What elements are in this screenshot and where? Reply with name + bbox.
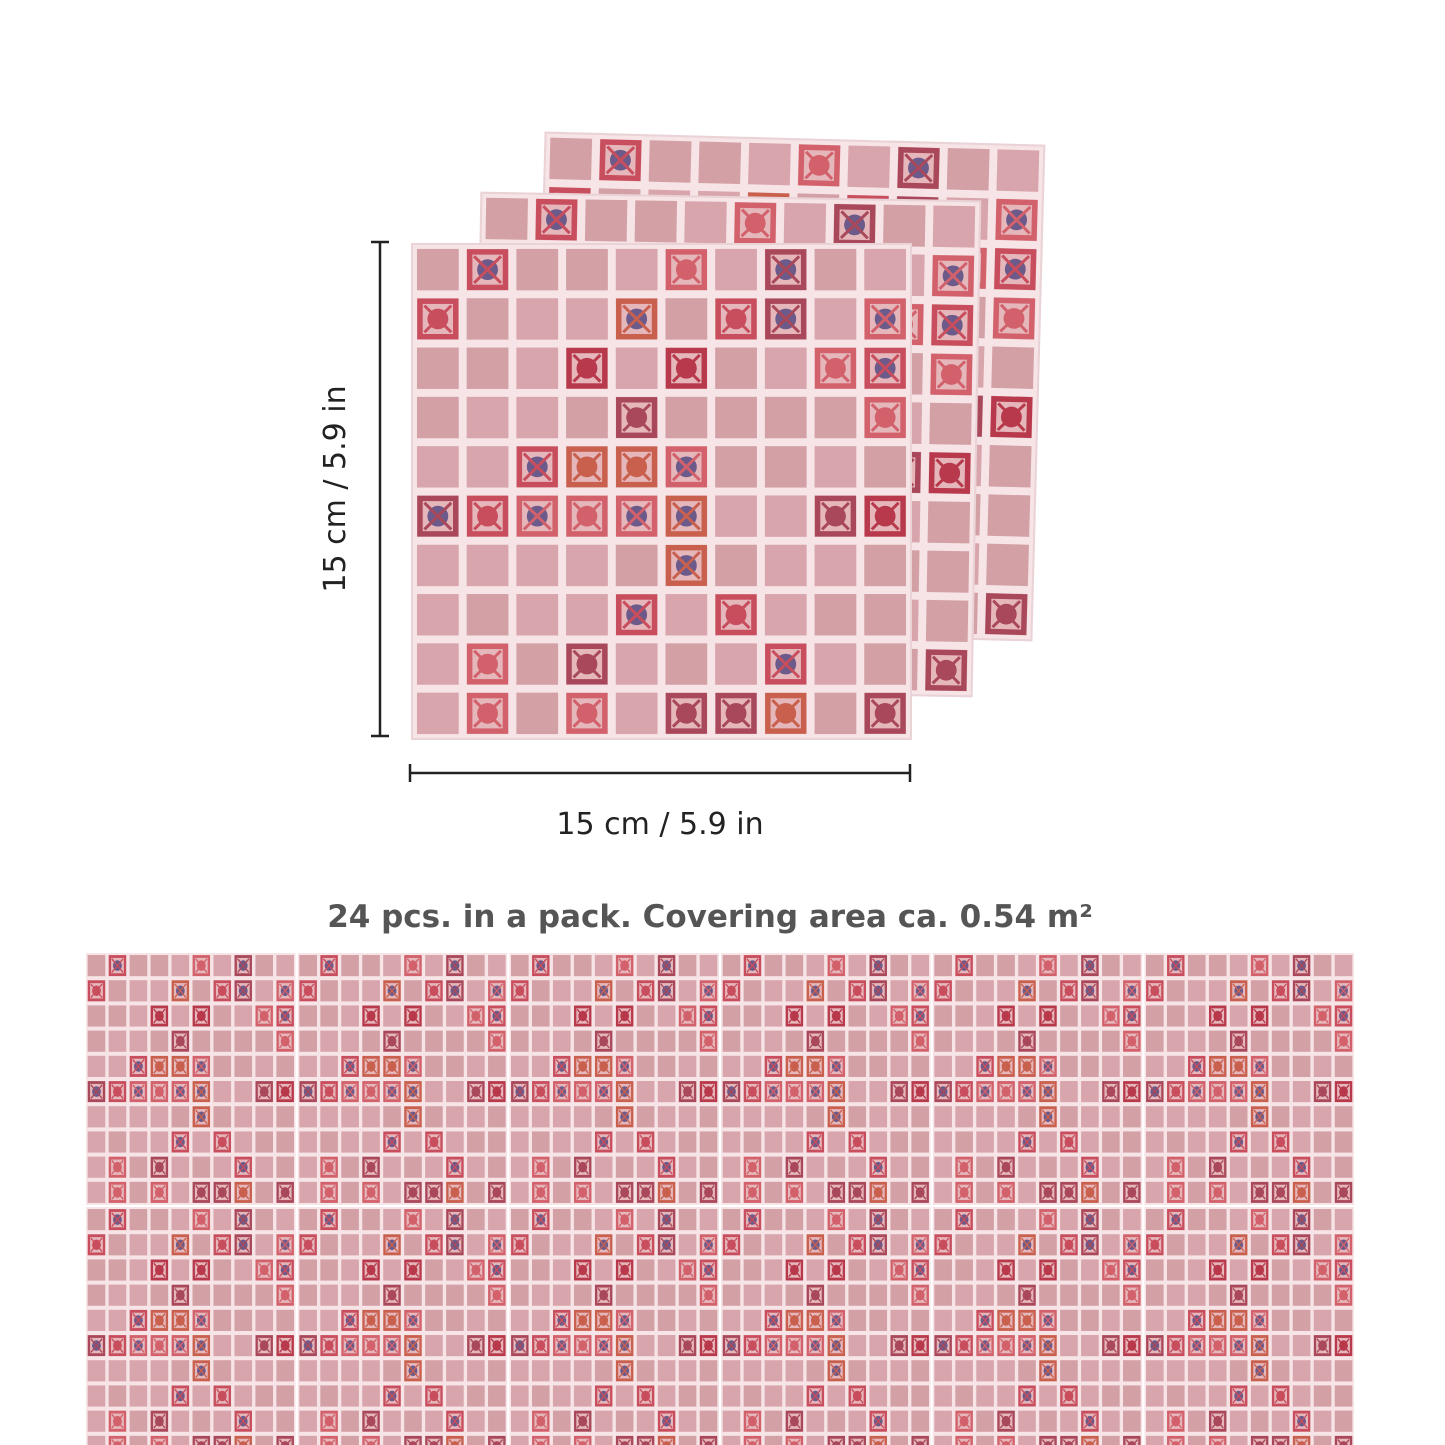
- tile-stack: [411, 131, 1046, 740]
- grid-tile: [1144, 953, 1354, 1205]
- grid-tile: [86, 953, 296, 1205]
- grid-tile: [721, 1207, 931, 1445]
- tile-grid: [86, 953, 1354, 1445]
- grid-tile: [932, 1207, 1143, 1445]
- grid-tile: [86, 1207, 296, 1445]
- grid-tile: [297, 953, 508, 1205]
- grid-tile: [932, 953, 1143, 1205]
- height-dimension: 15 cm / 5.9 in: [318, 240, 389, 738]
- width-dimension: 15 cm / 5.9 in: [408, 764, 912, 842]
- grid-tile: [509, 953, 719, 1205]
- grid-tile: [509, 1207, 719, 1445]
- height-label: 15 cm / 5.9 in: [318, 385, 353, 592]
- grid-tile: [297, 1207, 508, 1445]
- width-label: 15 cm / 5.9 in: [556, 807, 763, 842]
- stacked-tile: [411, 243, 912, 740]
- pack-caption: 24 pcs. in a pack. Covering area ca. 0.5…: [327, 899, 1093, 935]
- tile: [413, 245, 910, 738]
- grid-tile: [1144, 1207, 1354, 1445]
- grid-tile: [721, 953, 931, 1205]
